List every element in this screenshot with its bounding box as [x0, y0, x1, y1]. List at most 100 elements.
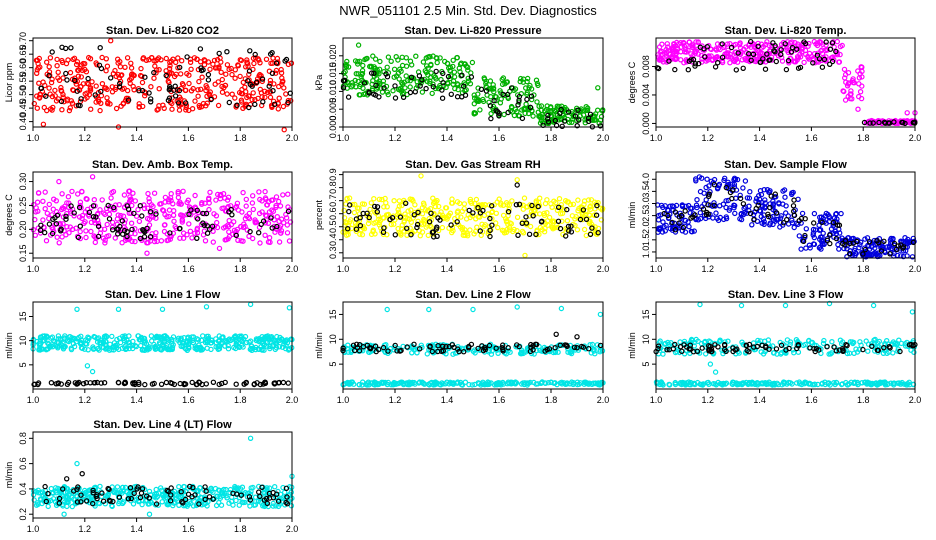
data-point [269, 50, 275, 56]
data-point [764, 39, 770, 45]
data-point [524, 96, 530, 103]
data-point [521, 195, 528, 201]
y-tick-label: 0.20 [18, 221, 28, 239]
data-point [572, 113, 579, 119]
data-point [810, 60, 816, 66]
data-point [882, 120, 889, 126]
data-point [724, 41, 731, 47]
data-point [262, 188, 268, 195]
data-point [85, 54, 92, 61]
data-point [83, 195, 89, 202]
data-point [376, 71, 382, 77]
data-point [98, 100, 104, 107]
data-point [204, 223, 210, 229]
data-point [829, 58, 836, 65]
x-tick-label: 1.2 [79, 264, 92, 274]
data-point [455, 86, 461, 93]
data-point [147, 233, 154, 240]
data-point [660, 219, 666, 225]
data-point [448, 91, 454, 98]
data-point [396, 198, 403, 204]
data-point [785, 57, 792, 64]
data-point [432, 203, 438, 210]
data-point [487, 215, 493, 222]
data-point [417, 220, 424, 227]
data-point [523, 220, 530, 226]
data-point [87, 106, 94, 112]
x-tick-label: 1.0 [337, 395, 350, 405]
data-point [787, 40, 794, 46]
panel-title: Stan. Dev. Sample Flow [724, 159, 847, 171]
data-point [702, 54, 708, 60]
data-point [682, 229, 689, 235]
data-point [514, 177, 520, 183]
data-point [357, 58, 363, 65]
data-point [692, 63, 698, 69]
data-point [216, 50, 222, 57]
data-point [140, 226, 146, 233]
data-point [256, 229, 262, 236]
data-point [475, 91, 481, 97]
data-point [82, 91, 88, 97]
data-point [783, 66, 790, 73]
data-point [376, 196, 383, 202]
x-tick-label: 2.0 [909, 264, 922, 274]
data-point [465, 78, 472, 84]
data-point [672, 66, 678, 73]
y-tick-label: 0.010 [328, 80, 338, 103]
data-point [353, 226, 360, 232]
data-point [167, 62, 173, 69]
data-point [755, 43, 761, 50]
data-point [86, 209, 93, 215]
data-point [542, 225, 548, 232]
data-point [409, 197, 415, 203]
data-point [194, 226, 200, 233]
data-point [813, 41, 819, 47]
data-point [112, 67, 118, 74]
data-point [845, 69, 852, 76]
data-point [431, 234, 437, 240]
data-point [162, 222, 168, 228]
data-point [66, 229, 72, 236]
data-point [119, 218, 126, 224]
data-point [413, 53, 419, 59]
data-point [59, 106, 65, 113]
data-point [206, 226, 213, 232]
data-point [110, 204, 117, 211]
data-point [120, 213, 127, 219]
data-point [132, 238, 138, 245]
figure-title: NWR_051101 2.5 Min. Std. Dev. Diagnostic… [339, 3, 597, 18]
data-point [762, 66, 769, 72]
data-point [205, 71, 212, 78]
data-point [440, 79, 446, 86]
data-point [859, 83, 865, 89]
data-point [568, 229, 575, 235]
data-point [529, 202, 535, 209]
data-point [727, 60, 733, 66]
data-point [461, 83, 467, 89]
data-point [77, 83, 84, 90]
data-point [109, 219, 116, 226]
data-point [78, 62, 85, 68]
data-point [222, 224, 229, 230]
y-tick-label: 10 [641, 334, 651, 344]
data-point [493, 220, 499, 226]
data-point [56, 77, 63, 84]
data-point [687, 205, 694, 211]
data-point [276, 239, 283, 245]
data-point [251, 60, 257, 67]
data-point [520, 76, 527, 82]
data-point [280, 103, 287, 110]
data-point [491, 88, 497, 95]
data-point [690, 56, 697, 63]
data-point [60, 221, 66, 227]
data-point [443, 84, 449, 91]
data-point [246, 68, 253, 74]
data-point [288, 60, 295, 66]
data-point [63, 70, 69, 77]
data-point [246, 233, 252, 239]
data-point [255, 56, 261, 62]
y-tick-label: 0.000 [328, 116, 338, 139]
data-point [433, 226, 440, 232]
data-point [188, 66, 194, 73]
